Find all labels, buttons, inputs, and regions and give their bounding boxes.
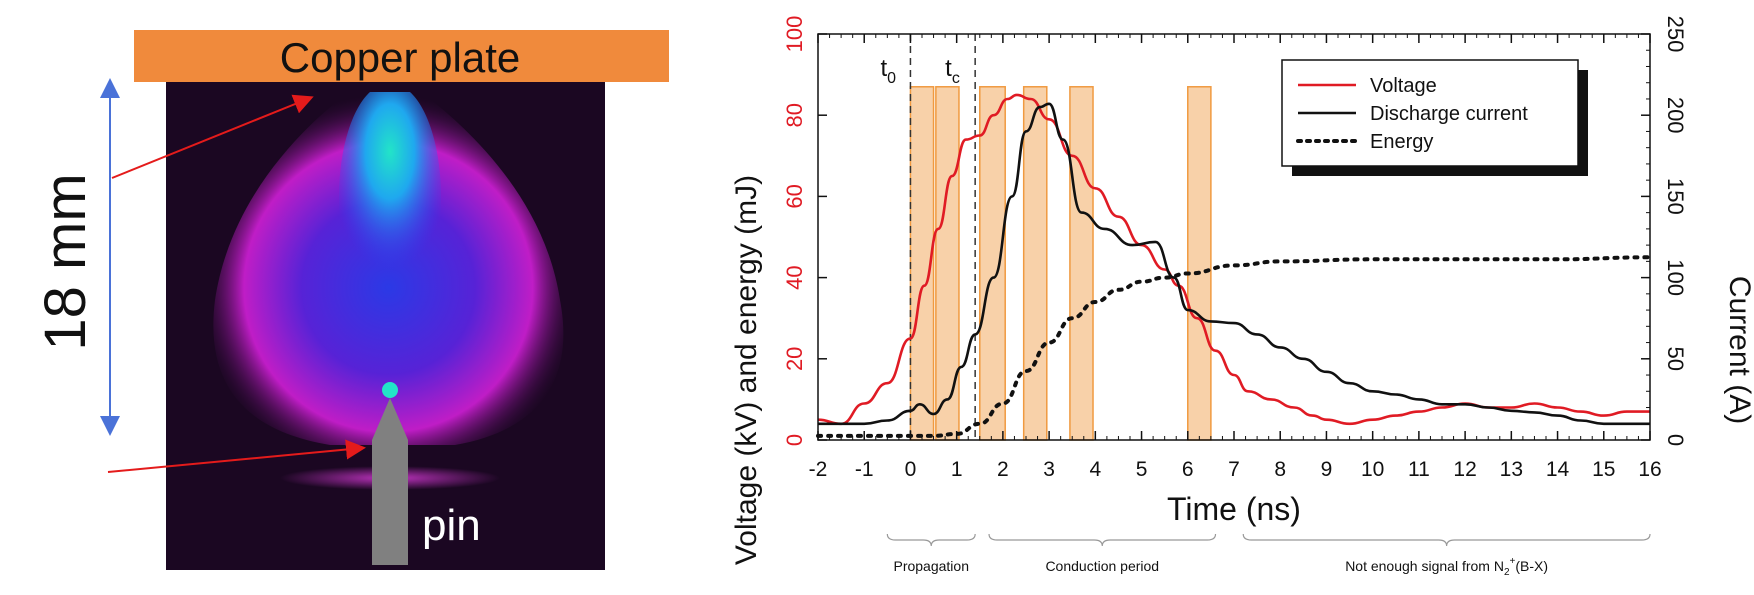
period-label: Conduction period bbox=[1045, 558, 1159, 574]
copper-plate bbox=[134, 30, 669, 82]
y-right-tick-label: 50 bbox=[1663, 347, 1688, 371]
y-left-tick-label: 0 bbox=[782, 434, 807, 446]
period-label-subscript: 2 bbox=[1504, 567, 1510, 578]
axis-ticks: -2 -1 0 1 2 3 4 5 6 7 8 9 10 11 12 13 14 15 16020406080100… bbox=[782, 16, 1688, 481]
y-left-tick-label: 40 bbox=[782, 265, 807, 289]
discharge-photo-panel: Copper plate pin 18 mm bbox=[33, 30, 669, 570]
x-tick-label: 0 bbox=[905, 458, 917, 481]
period-bracket bbox=[1242, 533, 1651, 547]
x-tick-label: 6 bbox=[1182, 458, 1194, 481]
x-tick-label: 14 bbox=[1546, 458, 1570, 481]
x-tick-label: -2 bbox=[809, 458, 828, 481]
shaded-band bbox=[1022, 86, 1048, 441]
shaded-bands bbox=[909, 86, 1212, 441]
legend-label: Discharge current bbox=[1370, 103, 1528, 125]
pin-pointer-arrow bbox=[107, 439, 366, 473]
pin-electrode bbox=[372, 398, 408, 565]
period-label-superscript: + bbox=[1510, 556, 1516, 567]
plate-pointer-arrow bbox=[111, 94, 314, 179]
pin-label: pin bbox=[422, 501, 481, 550]
x-tick-label: 15 bbox=[1592, 458, 1615, 481]
y-left-tick-label: 20 bbox=[782, 347, 807, 371]
legend-label: Energy bbox=[1370, 131, 1433, 153]
x-tick-label: 11 bbox=[1408, 458, 1430, 481]
shaded-band bbox=[1069, 86, 1094, 441]
y-right-tick-label: 100 bbox=[1663, 259, 1688, 296]
plasma-glow-core bbox=[339, 92, 441, 290]
shaded-band bbox=[1187, 86, 1212, 441]
period-label-suffix: (B-X) bbox=[1515, 558, 1548, 574]
y-right-tick-label: 200 bbox=[1663, 97, 1688, 134]
event-line-label: tc bbox=[945, 55, 960, 87]
y-right-tick-label: 0 bbox=[1663, 434, 1688, 446]
series-layer bbox=[816, 93, 1652, 438]
event-line-label: t0 bbox=[880, 55, 896, 87]
pin-tip-spot bbox=[382, 382, 398, 398]
period-bracket bbox=[886, 533, 976, 547]
legend: Voltage Discharge current Energy bbox=[1281, 59, 1588, 176]
y-left-tick-label: 60 bbox=[782, 184, 807, 208]
x-tick-label: 3 bbox=[1043, 458, 1055, 481]
legend-label: Voltage bbox=[1370, 75, 1437, 97]
series-discharge-current bbox=[818, 102, 1650, 426]
x-tick-label: 12 bbox=[1453, 458, 1476, 481]
event-line-subscript: 0 bbox=[887, 70, 896, 87]
copper-plate-label: Copper plate bbox=[280, 34, 521, 81]
x-axis-label: Time (ns) bbox=[1167, 491, 1301, 527]
x-tick-label: 13 bbox=[1500, 458, 1523, 481]
x-tick-label: -1 bbox=[855, 458, 874, 481]
period-bracket bbox=[988, 533, 1217, 547]
y-left-tick-label: 100 bbox=[782, 16, 807, 53]
period-annotations: Propagation Conduction period Not enough s… bbox=[886, 533, 1651, 578]
x-tick-label: 7 bbox=[1228, 458, 1240, 481]
event-line-subscript: c bbox=[952, 70, 960, 87]
period-label: Propagation bbox=[893, 558, 969, 574]
y-right-tick-label: 150 bbox=[1663, 178, 1688, 215]
y-left-tick-label: 80 bbox=[782, 103, 807, 127]
shaded-band bbox=[979, 86, 1006, 441]
x-tick-label: 1 bbox=[951, 458, 963, 481]
y-axis-left-label: Voltage (kV) and energy (mJ) bbox=[730, 175, 763, 565]
x-tick-label: 10 bbox=[1361, 458, 1384, 481]
x-tick-label: 8 bbox=[1274, 458, 1286, 481]
y-axis-right-label: Current (A) bbox=[1723, 276, 1754, 424]
x-tick-label: 2 bbox=[997, 458, 1009, 481]
x-tick-label: 9 bbox=[1321, 458, 1333, 481]
shaded-band bbox=[935, 86, 960, 441]
voltage-current-chart: t0 tc -2 -1 0 1 2 3 4 5 6 7 8 9 10 11 12 13 14 15 160204060… bbox=[730, 16, 1754, 578]
x-tick-label: 4 bbox=[1089, 458, 1101, 481]
distance-label: 18 mm bbox=[33, 173, 98, 350]
period-label: Not enough signal from N2+(B-X) bbox=[1345, 556, 1548, 578]
y-right-tick-label: 250 bbox=[1663, 16, 1688, 53]
series-energy bbox=[816, 255, 1652, 438]
x-tick-label: 16 bbox=[1638, 458, 1661, 481]
x-tick-label: 5 bbox=[1136, 458, 1148, 481]
